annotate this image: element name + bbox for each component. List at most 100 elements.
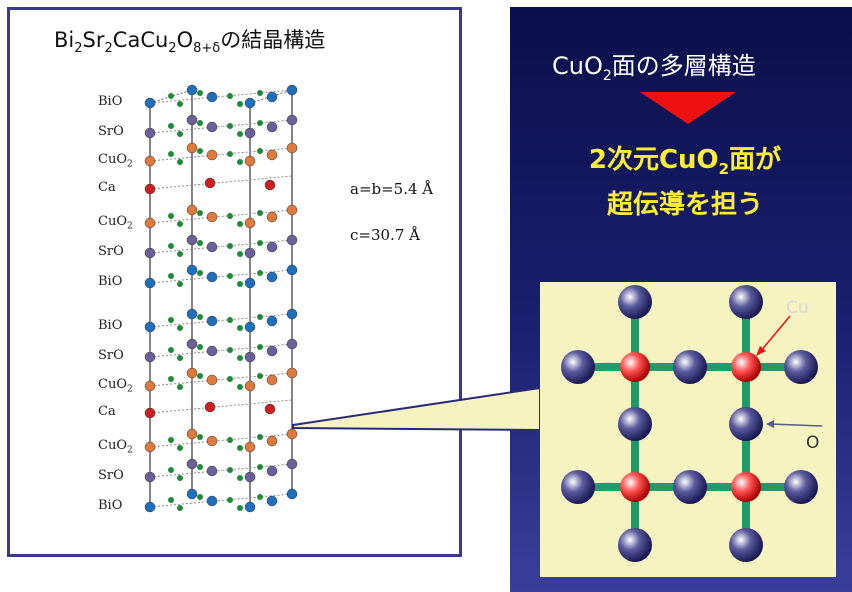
metal-atom (144, 501, 156, 513)
oxygen-atom (177, 475, 183, 481)
metal-atom (144, 155, 156, 167)
oxygen-atom (197, 148, 203, 154)
metal-atom (206, 374, 218, 386)
layer-label-bio: BiO (98, 274, 123, 289)
oxygen-atom (257, 344, 263, 350)
oxygen-atom (168, 317, 174, 323)
metal-atom (186, 84, 198, 96)
oxygen-atom (237, 131, 243, 137)
metal-atom (144, 380, 156, 392)
metal-atom (204, 177, 216, 189)
metal-atom (286, 204, 298, 216)
metal-atom (266, 121, 278, 133)
metal-atom (286, 264, 298, 276)
layer-label-cuo: CuO2 (98, 152, 133, 170)
oxygen-atom-plane (618, 528, 652, 562)
metal-atom (266, 495, 278, 507)
oxygen-atom-plane (729, 285, 763, 319)
oxygen-atom (197, 434, 203, 440)
oxygen-atom (168, 243, 174, 249)
oxygen-atom (237, 251, 243, 257)
metal-atom (186, 204, 198, 216)
metal-atom (286, 308, 298, 320)
metal-atom (206, 465, 218, 477)
oxygen-atom (257, 120, 263, 126)
crystal-structure-title: Bi2Sr2CaCu2O8+δの結晶構造 (54, 28, 326, 57)
metal-atom (244, 127, 256, 139)
oxygen-atom (177, 101, 183, 107)
cu-atom-label: Cu (786, 298, 809, 318)
layer-label-cuo: CuO2 (98, 377, 133, 395)
oxygen-atom (177, 445, 183, 451)
layer-label-sro: SrO (98, 124, 124, 139)
oxygen-atom (227, 243, 233, 249)
oxygen-atom (257, 434, 263, 440)
metal-atom (286, 84, 298, 96)
down-arrow-icon (640, 92, 736, 124)
metal-atom (186, 428, 198, 440)
oxygen-atom-plane (729, 407, 763, 441)
crystal-structure-panel (7, 7, 462, 557)
oxygen-atom (237, 505, 243, 511)
oxygen-atom-plane (561, 350, 595, 384)
oxygen-atom (227, 151, 233, 157)
oxygen-atom (227, 497, 233, 503)
oxygen-atom (257, 240, 263, 246)
layer-label-sro: SrO (98, 348, 124, 363)
layer-label-bio: BiO (98, 318, 123, 333)
oxygen-atom (237, 475, 243, 481)
oxygen-atom (237, 445, 243, 451)
oxygen-atom (168, 123, 174, 129)
metal-atom (186, 488, 198, 500)
oxygen-atom (257, 90, 263, 96)
metal-atom (264, 403, 276, 415)
oxygen-atom-plane (673, 470, 707, 504)
oxygen-atom (177, 325, 183, 331)
layer-label-sro: SrO (98, 244, 124, 259)
metal-atom (266, 271, 278, 283)
oxygen-atom (197, 270, 203, 276)
oxygen-atom (168, 497, 174, 503)
metal-atom (244, 217, 256, 229)
metal-atom (186, 264, 198, 276)
metal-atom (186, 234, 198, 246)
oxygen-atom (177, 159, 183, 165)
oxygen-atom-plane (618, 407, 652, 441)
oxygen-atom (257, 314, 263, 320)
metal-atom (266, 435, 278, 447)
metal-atom (286, 234, 298, 246)
oxygen-atom (197, 344, 203, 350)
oxygen-atom (177, 221, 183, 227)
metal-atom (144, 217, 156, 229)
layer-label-cuo: CuO2 (98, 214, 133, 232)
metal-atom (144, 277, 156, 289)
metal-atom (286, 114, 298, 126)
metal-atom (144, 97, 156, 109)
oxygen-atom (177, 131, 183, 137)
copper-atom-plane (731, 472, 761, 502)
layer-label-ca: Ca (98, 404, 116, 419)
metal-atom (266, 211, 278, 223)
oxygen-atom (168, 273, 174, 279)
oxygen-atom (197, 314, 203, 320)
oxygen-atom (168, 93, 174, 99)
oxygen-atom-plane (784, 350, 818, 384)
copper-atom-plane (620, 352, 650, 382)
metal-atom (186, 458, 198, 470)
cu-pointer-arrow (759, 315, 791, 353)
metal-atom (144, 441, 156, 453)
metal-atom (264, 179, 276, 191)
oxygen-atom (257, 210, 263, 216)
metal-atom (286, 338, 298, 350)
metal-atom (186, 114, 198, 126)
oxygen-atom (237, 159, 243, 165)
oxygen-atom (168, 151, 174, 157)
metal-atom (206, 91, 218, 103)
oxygen-atom-plane (618, 285, 652, 319)
cu-pointer-arrowhead (756, 346, 766, 356)
oxygen-atom (227, 317, 233, 323)
metal-atom (186, 338, 198, 350)
layer-label-sro: SrO (98, 468, 124, 483)
